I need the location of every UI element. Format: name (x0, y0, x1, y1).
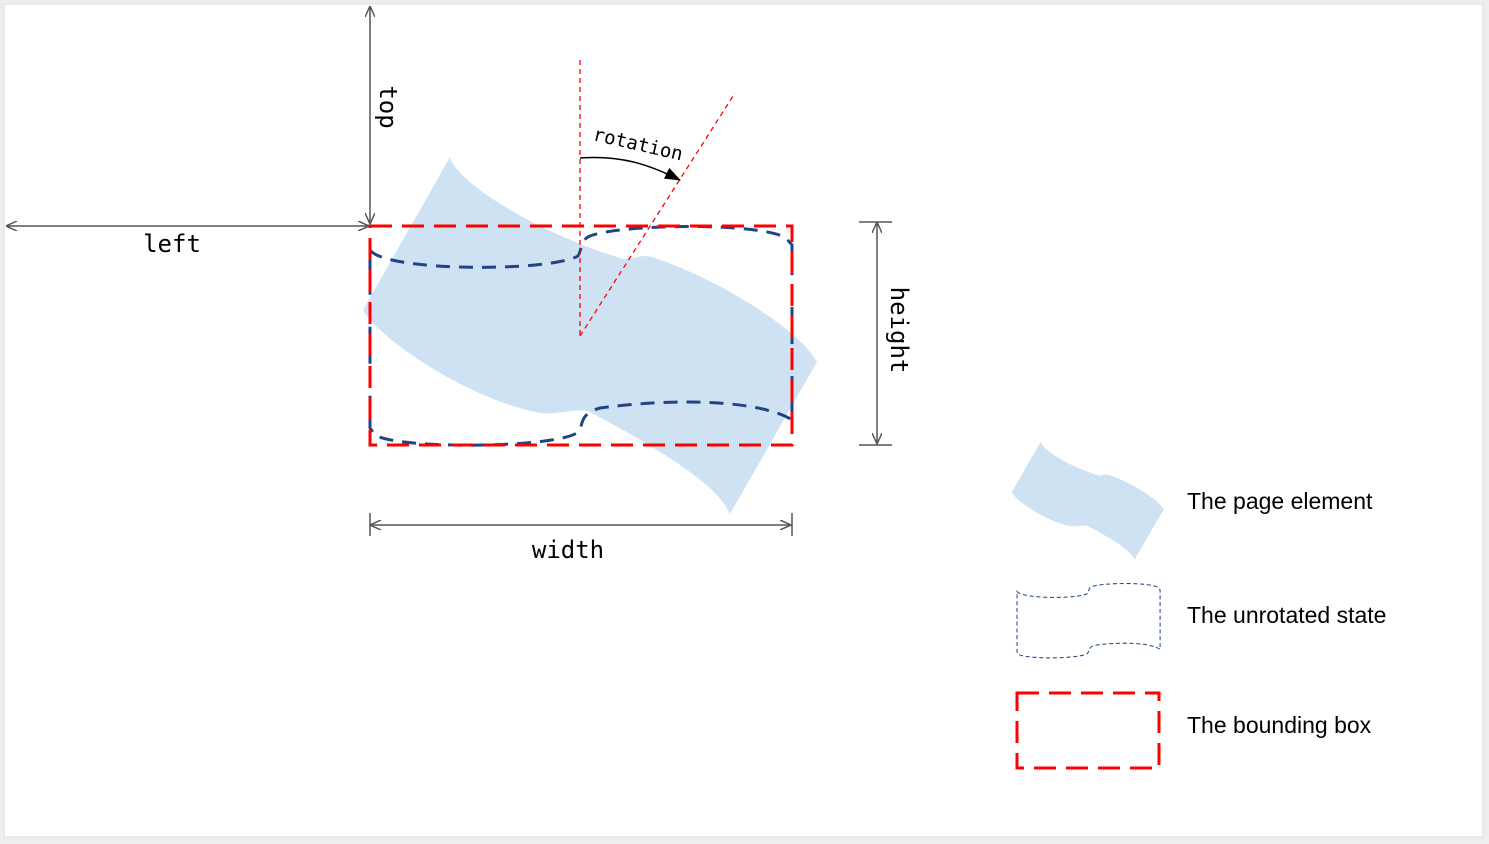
legend-item-page-element: The page element (1011, 441, 1373, 560)
legend-item-unrotated-state: The unrotated state (1016, 583, 1386, 659)
legend-unrotated-label: The unrotated state (1187, 602, 1386, 628)
legend-bounding-box-label: The bounding box (1187, 712, 1372, 738)
legend-bounding-box-swatch (1015, 691, 1161, 770)
legend: The page element The unrotated state The… (1011, 441, 1386, 770)
rotation-angle-guide (579, 92, 736, 337)
top-label: top (374, 85, 402, 128)
left-label: left (143, 230, 201, 258)
rotation-arc-arrow (579, 156, 681, 181)
width-label: width (532, 536, 604, 564)
legend-item-bounding-box: The bounding box (1015, 691, 1372, 770)
bounding-box (368, 224, 794, 447)
legend-page-element-label: The page element (1187, 488, 1373, 514)
height-label: height (885, 287, 913, 374)
